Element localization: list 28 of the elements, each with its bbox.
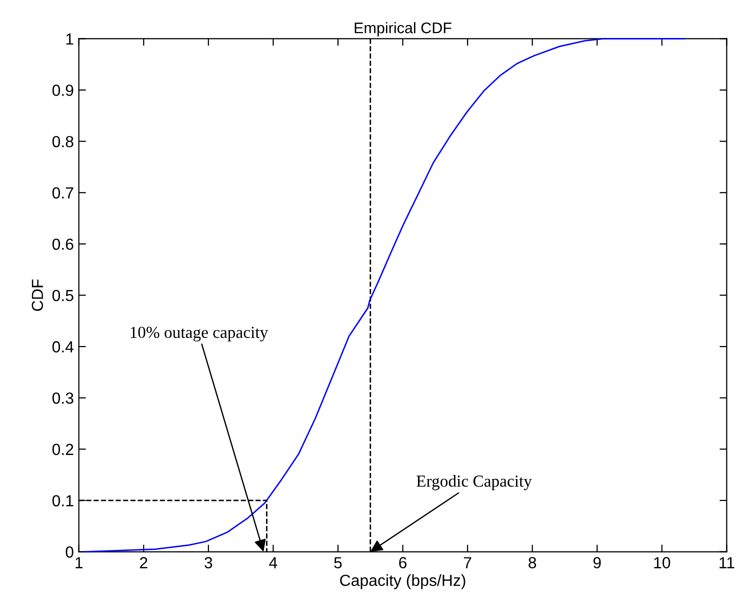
y-tick-label: 0.5 [52,290,74,302]
annotation: 10% outage capacity [130,326,268,342]
x-tick-label: 9 [593,557,601,568]
x-tick-label: 5 [334,557,342,568]
y-tick-label: 0 [66,546,74,558]
y-tick-label: 1 [66,34,74,45]
y-tick-label: 0.9 [52,84,74,96]
x-tick-label: 3 [204,557,212,568]
chart-title: Empirical CDF [354,22,452,36]
y-tick-label: 0.1 [52,495,74,506]
y-tick-label: 0.8 [52,136,74,148]
y-tick-label: 0.2 [52,444,74,456]
line-series [83,38,686,552]
y-axis-title: CDF [32,279,44,311]
y-tick-label: 0.3 [52,392,74,404]
x-tick-label: 6 [399,557,407,568]
x-tick-label: 4 [269,557,278,568]
annotation: Ergodic Capacity [416,475,532,490]
x-tick-label: 1 [76,557,83,568]
x-tick-label: 11 [720,557,734,568]
x-tick-label: 10 [654,557,670,568]
x-tick-label: 7 [464,557,472,568]
x-tick-label: 8 [528,557,536,568]
y-tick-label: 0.7 [52,187,74,199]
y-tick-label: 0.4 [52,341,74,352]
y-tick-label: 0.6 [52,238,74,250]
x-axis-title: Capacity (bps/Hz) [340,574,466,590]
x-tick-label: 2 [140,557,148,568]
